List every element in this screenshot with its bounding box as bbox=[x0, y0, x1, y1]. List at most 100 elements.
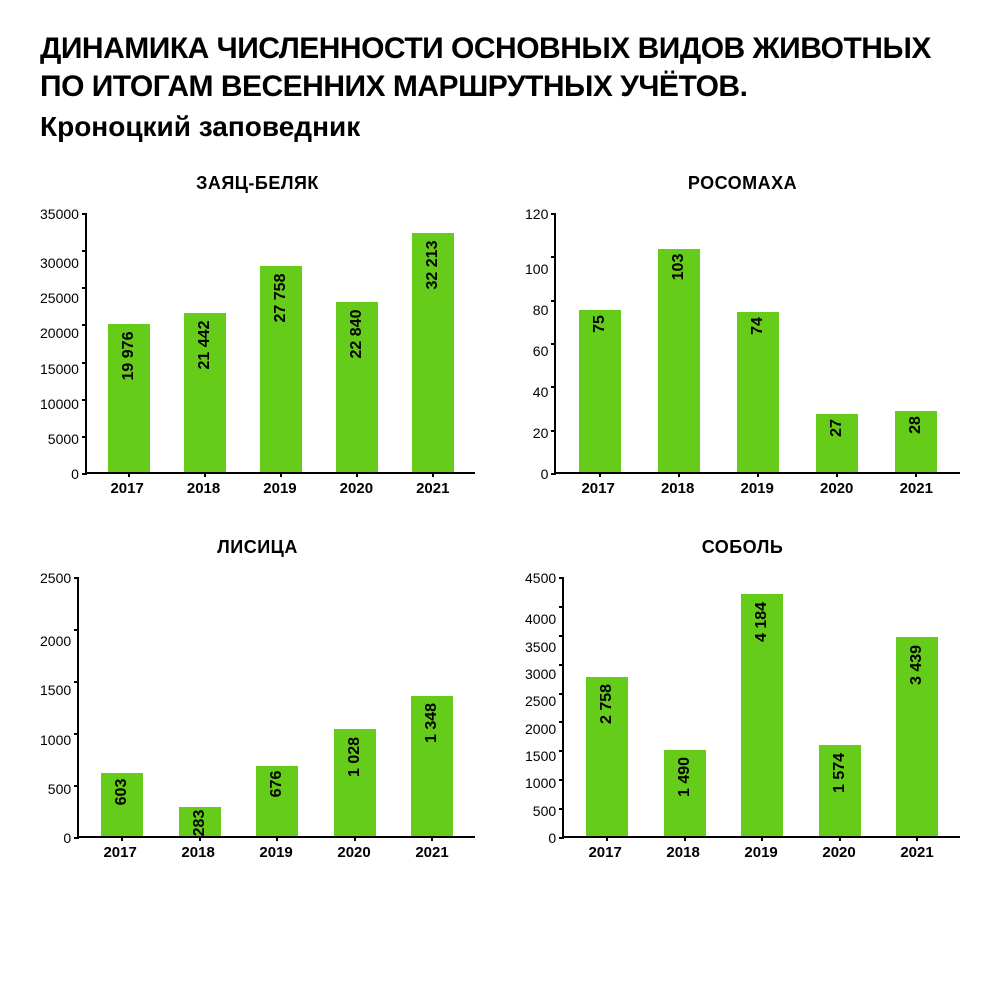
x-tick: 2021 bbox=[395, 480, 471, 497]
x-tick: 2019 bbox=[717, 480, 797, 497]
bar-slot: 1 028 bbox=[316, 578, 394, 836]
bar-value-label: 19 976 bbox=[120, 331, 138, 380]
y-tickmark bbox=[74, 681, 79, 683]
y-tickmark bbox=[74, 733, 79, 735]
y-axis: 450040003500300025002000150010005000 bbox=[525, 578, 562, 838]
chart-title: ЗАЯЦ-БЕЛЯК bbox=[196, 173, 319, 194]
chart-title: СОБОЛЬ bbox=[702, 537, 784, 558]
y-tick: 2000 bbox=[525, 722, 556, 736]
bar-value-label: 74 bbox=[749, 317, 767, 335]
bar: 3 439 bbox=[896, 637, 938, 836]
bar-slot: 74 bbox=[719, 214, 798, 472]
y-tick: 120 bbox=[525, 207, 548, 221]
y-tickmark bbox=[551, 473, 556, 475]
plot-wrap: 3500030000250002000015000100005000019 97… bbox=[40, 214, 475, 497]
chart-title: ЛИСИЦА bbox=[217, 537, 298, 558]
bar-value-label: 603 bbox=[113, 778, 131, 805]
x-tick: 2017 bbox=[558, 480, 638, 497]
x-tickmark bbox=[915, 472, 917, 477]
y-tick: 1500 bbox=[40, 683, 71, 697]
plot-wrap: 1201008060402007510374272820172018201920… bbox=[525, 214, 960, 497]
bar-slot: 32 213 bbox=[395, 214, 471, 472]
y-tick: 500 bbox=[48, 782, 71, 796]
y-tick: 1000 bbox=[40, 733, 71, 747]
bar-value-label: 3 439 bbox=[908, 645, 926, 685]
x-tickmark bbox=[836, 472, 838, 477]
y-tickmark bbox=[551, 386, 556, 388]
x-axis: 20172018201920202021 bbox=[562, 844, 960, 861]
x-tickmark bbox=[121, 836, 123, 841]
plot-area: 2 758 1 490 4 184 1 574 3 439 bbox=[562, 578, 960, 838]
bar: 1 490 bbox=[664, 750, 706, 836]
y-tick: 10000 bbox=[40, 397, 79, 411]
bar-value-label: 283 bbox=[191, 810, 209, 837]
chart-wolverine: РОСОМАХА12010080604020075103742728201720… bbox=[525, 173, 960, 497]
plot-area: 6032836761 0281 348 bbox=[77, 578, 475, 838]
x-tick: 2019 bbox=[242, 480, 318, 497]
x-axis: 20172018201920202021 bbox=[85, 480, 475, 497]
x-tick: 2021 bbox=[878, 844, 956, 861]
x-tickmark bbox=[916, 836, 918, 841]
bar-slot: 21 442 bbox=[167, 214, 243, 472]
y-tickmark bbox=[82, 473, 87, 475]
bar-value-label: 1 574 bbox=[831, 753, 849, 793]
y-tickmark bbox=[551, 256, 556, 258]
title-line-1: ДИНАМИКА ЧИСЛЕННОСТИ ОСНОВНЫХ ВИДОВ ЖИВО… bbox=[40, 30, 960, 68]
x-tickmark bbox=[432, 472, 434, 477]
bar: 74 bbox=[737, 312, 779, 472]
x-tickmark bbox=[199, 836, 201, 841]
bar-slot: 1 574 bbox=[801, 578, 879, 836]
chart-hare: ЗАЯЦ-БЕЛЯК350003000025000200001500010000… bbox=[40, 173, 475, 497]
bar-value-label: 1 490 bbox=[676, 757, 694, 797]
bar: 603 bbox=[101, 773, 143, 836]
y-tick: 2000 bbox=[40, 634, 71, 648]
bar-value-label: 103 bbox=[670, 254, 688, 281]
bar: 75 bbox=[579, 310, 621, 473]
bar: 32 213 bbox=[412, 233, 454, 472]
y-tick: 4500 bbox=[525, 571, 556, 585]
plot-area: 19 97621 44227 75822 84032 213 bbox=[85, 214, 475, 474]
bar-value-label: 2 758 bbox=[598, 684, 616, 724]
charts-grid: ЗАЯЦ-БЕЛЯК350003000025000200001500010000… bbox=[40, 173, 960, 861]
x-tickmark bbox=[678, 472, 680, 477]
x-tick: 2018 bbox=[165, 480, 241, 497]
bar-slot: 3 439 bbox=[878, 578, 956, 836]
y-tick: 4000 bbox=[525, 612, 556, 626]
y-tick: 25000 bbox=[40, 291, 79, 305]
bar-slot: 4 184 bbox=[723, 578, 801, 836]
x-axis: 20172018201920202021 bbox=[554, 480, 960, 497]
y-tick: 0 bbox=[71, 467, 79, 481]
x-tickmark bbox=[757, 472, 759, 477]
y-tickmark bbox=[559, 721, 564, 723]
bar: 1 348 bbox=[411, 696, 453, 836]
x-tickmark bbox=[280, 472, 282, 477]
plot-area: 75103742728 bbox=[554, 214, 960, 474]
y-tickmark bbox=[82, 287, 87, 289]
bar: 103 bbox=[658, 249, 700, 472]
bar-slot: 103 bbox=[639, 214, 718, 472]
bar-slot: 1 348 bbox=[393, 578, 471, 836]
plot-and-x: 6032836761 0281 34820172018201920202021 bbox=[77, 578, 475, 861]
y-tick: 0 bbox=[541, 467, 549, 481]
x-axis: 20172018201920202021 bbox=[77, 844, 475, 861]
x-tick: 2017 bbox=[81, 844, 159, 861]
y-tick: 2500 bbox=[40, 571, 71, 585]
x-tick: 2018 bbox=[644, 844, 722, 861]
x-tick: 2020 bbox=[800, 844, 878, 861]
bar: 1 574 bbox=[819, 745, 861, 836]
y-axis: 35000300002500020000150001000050000 bbox=[40, 214, 85, 474]
bar: 27 758 bbox=[260, 266, 302, 472]
bar: 19 976 bbox=[108, 324, 150, 472]
bar-slot: 2 758 bbox=[568, 578, 646, 836]
y-tickmark bbox=[559, 577, 564, 579]
x-tickmark bbox=[599, 472, 601, 477]
bar-value-label: 4 184 bbox=[753, 602, 771, 642]
chart-fox: ЛИСИЦА250020001500100050006032836761 028… bbox=[40, 537, 475, 861]
bar-slot: 1 490 bbox=[646, 578, 724, 836]
x-tickmark bbox=[128, 472, 130, 477]
bar-value-label: 32 213 bbox=[424, 240, 442, 289]
y-tickmark bbox=[551, 300, 556, 302]
y-tick: 1000 bbox=[525, 776, 556, 790]
y-tickmark bbox=[551, 343, 556, 345]
y-tick: 15000 bbox=[40, 362, 79, 376]
